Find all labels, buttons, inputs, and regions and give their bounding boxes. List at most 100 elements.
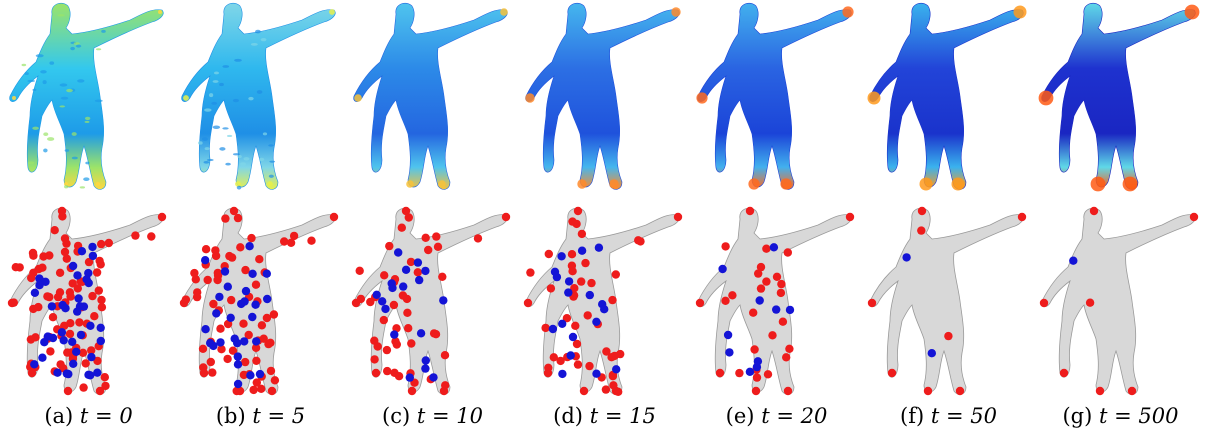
- noise-patch: [71, 132, 77, 136]
- noise-patch: [250, 43, 258, 46]
- red-keypoint: [783, 386, 793, 396]
- red-keypoint: [544, 249, 553, 259]
- noise-patch: [42, 80, 47, 85]
- blue-keypoint: [557, 252, 566, 261]
- time-value: 20: [800, 404, 828, 428]
- hotspot: [1184, 4, 1200, 20]
- hotspot: [525, 93, 535, 103]
- red-keypoint: [577, 229, 587, 239]
- blue-keypoint: [240, 337, 249, 346]
- blue-keypoint: [263, 294, 272, 304]
- hotspot: [671, 7, 681, 17]
- equals-sign: =: [598, 404, 630, 428]
- equals-sign: =: [939, 404, 971, 428]
- noise-patch: [206, 158, 214, 162]
- red-keypoint: [429, 329, 439, 338]
- red-keypoint: [673, 212, 683, 222]
- noise-patch: [268, 174, 274, 178]
- red-keypoint: [280, 237, 289, 246]
- blue-keypoint: [558, 319, 567, 328]
- noise-patch: [94, 99, 103, 103]
- blue-keypoint: [600, 305, 609, 314]
- red-keypoint: [29, 268, 38, 277]
- hotspot: [438, 180, 446, 188]
- hotspot: [951, 177, 965, 191]
- time-variable: t: [1099, 404, 1108, 428]
- red-keypoint: [407, 386, 417, 396]
- red-keypoint: [721, 296, 730, 305]
- colormap-render: [174, 0, 347, 200]
- red-keypoint: [845, 212, 855, 222]
- noise-patch: [73, 42, 80, 45]
- red-keypoint: [473, 234, 483, 243]
- red-keypoint: [404, 213, 413, 222]
- red-keypoint: [9, 298, 18, 307]
- red-keypoint: [785, 344, 794, 353]
- blue-keypoint: [233, 338, 242, 348]
- red-keypoint: [404, 324, 413, 333]
- blue-keypoint: [62, 369, 71, 378]
- red-keypoint: [307, 236, 316, 245]
- red-keypoint: [609, 381, 618, 390]
- red-keypoint: [247, 233, 256, 243]
- red-keypoint: [568, 217, 577, 226]
- keypoint-render: [690, 205, 863, 405]
- red-keypoint: [440, 351, 450, 360]
- red-keypoint: [398, 291, 408, 300]
- red-keypoint: [1017, 212, 1027, 222]
- red-keypoint: [223, 354, 232, 364]
- red-keypoint: [208, 368, 217, 377]
- blue-keypoint: [201, 325, 210, 334]
- noise-patch: [222, 65, 230, 68]
- panel-label: (g): [1062, 404, 1093, 428]
- blue-keypoint: [206, 338, 215, 348]
- blue-keypoint: [248, 312, 257, 322]
- red-keypoint: [407, 339, 416, 348]
- blue-keypoint: [93, 368, 102, 377]
- noise-patch: [75, 44, 82, 48]
- red-keypoint: [56, 360, 65, 369]
- red-keypoint: [97, 239, 106, 249]
- blue-keypoint: [725, 348, 734, 357]
- noise-patch: [212, 80, 219, 83]
- noise-patch: [27, 161, 35, 165]
- red-keypoint: [572, 339, 582, 349]
- blue-keypoint: [79, 302, 89, 311]
- noise-patch: [59, 83, 68, 87]
- red-keypoint: [267, 386, 277, 396]
- noise-patch: [240, 162, 247, 166]
- red-keypoint: [745, 206, 755, 216]
- noise-patch: [255, 29, 261, 34]
- keypoint-render: [346, 205, 519, 405]
- red-keypoint: [438, 272, 447, 281]
- red-keypoint: [88, 291, 97, 301]
- blue-keypoint: [390, 330, 399, 339]
- red-keypoint: [370, 355, 379, 364]
- blue-keypoint: [577, 246, 587, 255]
- blue-keypoint: [401, 265, 411, 274]
- blue-keypoint: [902, 253, 911, 262]
- red-keypoint: [60, 321, 69, 330]
- red-keypoint: [92, 268, 102, 277]
- noise-patch: [236, 185, 242, 190]
- red-keypoint: [571, 321, 580, 330]
- red-keypoint: [84, 257, 94, 267]
- noise-patch: [226, 134, 233, 138]
- red-keypoint: [269, 310, 279, 319]
- red-keypoint: [403, 308, 412, 317]
- blue-keypoint: [69, 359, 78, 368]
- noise-patch: [204, 108, 212, 112]
- red-keypoint: [232, 386, 241, 396]
- red-keypoint: [63, 386, 73, 396]
- red-keypoint: [60, 247, 70, 257]
- red-keypoint: [97, 303, 107, 312]
- red-keypoint: [750, 345, 759, 354]
- noise-patch: [85, 161, 90, 165]
- red-keypoint: [406, 257, 416, 267]
- red-keypoint: [523, 298, 533, 308]
- noise-patch: [77, 79, 85, 83]
- red-keypoint: [227, 295, 236, 305]
- blue-keypoint: [566, 351, 575, 360]
- red-keypoint: [763, 370, 773, 379]
- red-keypoint: [581, 258, 590, 268]
